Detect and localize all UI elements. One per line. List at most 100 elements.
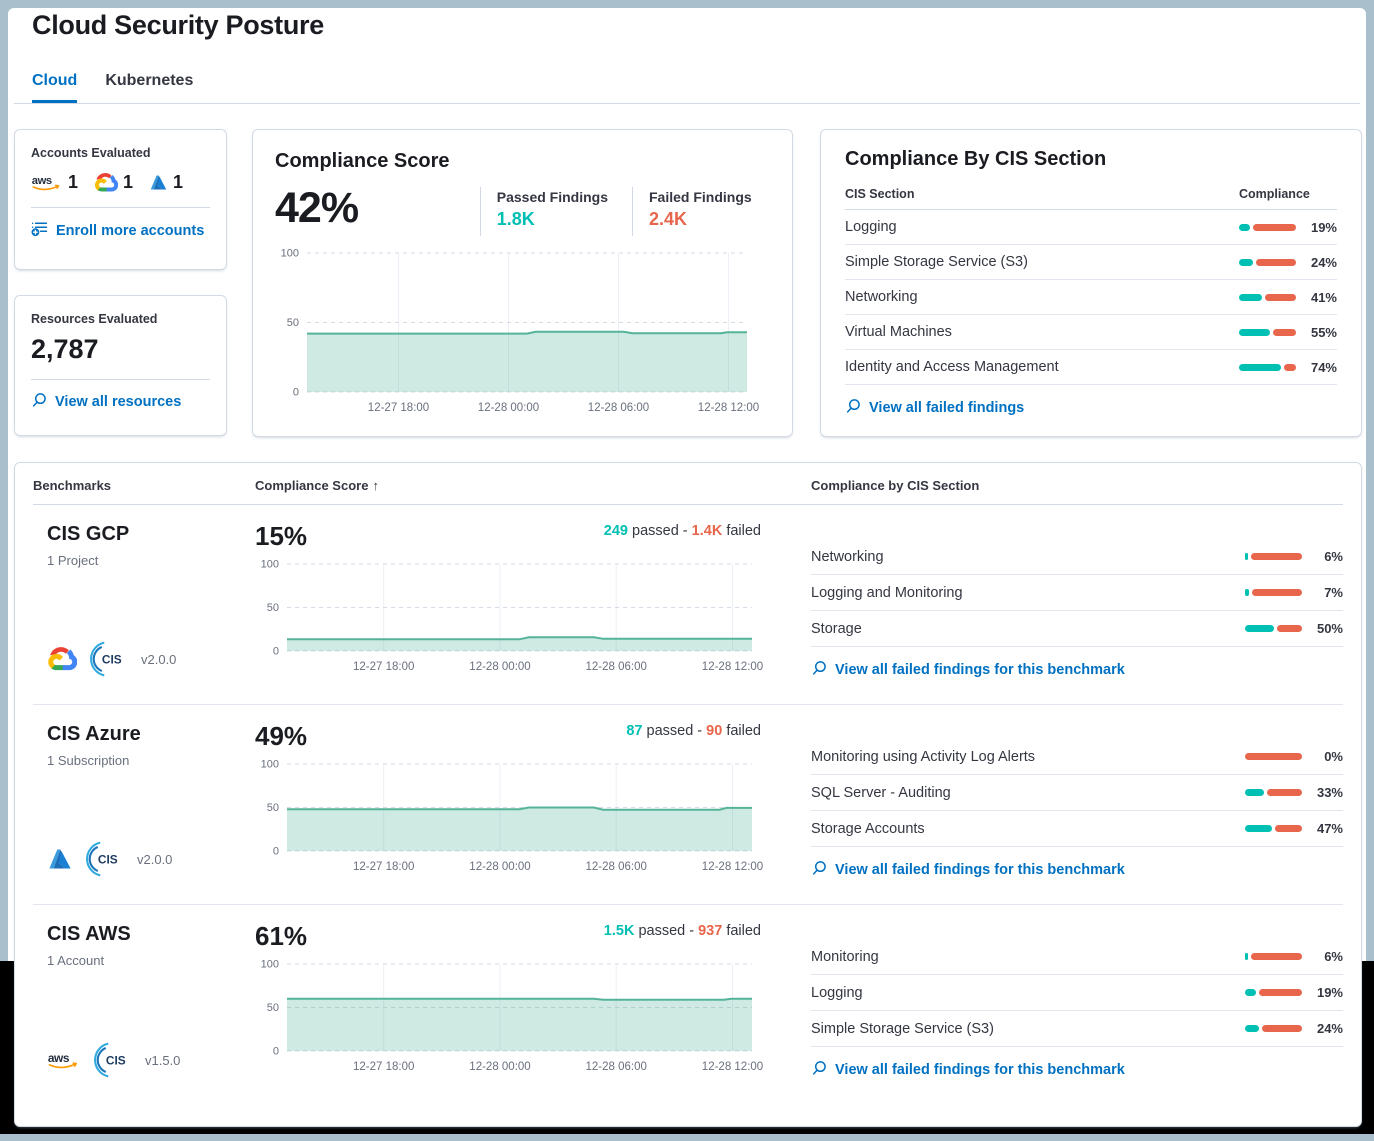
cis-section-label: Storage (811, 620, 862, 637)
benchmark-trend-chart: 0 50 100 12-27 18:00 12-28 00:00 12-28 06:00 1… (261, 959, 764, 1074)
cis-section-row: Identity and Access Management 74% (845, 350, 1337, 385)
compliance-bar-failed-segment (1265, 293, 1296, 301)
compliance-bar-failed-segment (1259, 989, 1302, 996)
cis-section-label: Virtual Machines (845, 324, 952, 340)
compliance-bar (1245, 789, 1302, 796)
search-icon (812, 1061, 826, 1075)
compliance-bar (1245, 953, 1302, 960)
benchmark-row-cis-aws: CIS AWS 1 Account aws CIS v1.5.0 61% 1.5… (33, 905, 1343, 1105)
cis-section-label: Monitoring using Activity Log Alerts (811, 748, 1036, 765)
compliance-bar-failed-segment (1273, 328, 1296, 336)
resources-evaluated-value: 2,787 (31, 334, 99, 364)
compliance-bar (1245, 989, 1302, 996)
benchmark-row-cis-gcp: CIS GCP 1 Project CIS v2.0.0 15% 249 pas… (33, 505, 1343, 705)
compliance-bar-failed-segment (1284, 363, 1296, 371)
benchmark-compliance-score: 15% (255, 521, 308, 551)
provider-account-count: 1 (123, 172, 134, 192)
benchmark-cis-sections: Monitoring 6% Logging 19% Simple Storage… (769, 923, 1343, 1085)
passed-failed-summary: 249 passed - 1.4K failed (603, 523, 761, 539)
compliance-percentage: 0% (1324, 749, 1343, 764)
resources-evaluated-card: Resources Evaluated 2,787 View all resou… (14, 295, 227, 436)
svg-text:0: 0 (293, 387, 299, 399)
search-icon (812, 861, 826, 875)
cis-section-card-title: Compliance By CIS Section (845, 148, 1107, 170)
compliance-score-title: Compliance Score (275, 150, 450, 172)
gcp-logo (95, 172, 119, 192)
view-all-failed-findings-label: View all failed findings (869, 400, 1025, 416)
accounts-evaluated-card: Accounts Evaluated aws 1 1 1 Enroll more… (14, 129, 227, 270)
view-failed-findings-benchmark-link[interactable]: View all failed findings for this benchm… (811, 1060, 1343, 1080)
benchmark-section-row: Monitoring 6% (811, 939, 1343, 975)
cis-section-label: Monitoring (811, 948, 879, 965)
benchmark-scope: 1 Account (47, 953, 105, 968)
benchmark-name: CIS GCP (47, 523, 130, 545)
svg-text:100: 100 (281, 248, 299, 260)
svg-text:aws: aws (32, 175, 52, 187)
benchmark-section-row: Storage 50% (811, 611, 1343, 647)
compliance-score-column-header[interactable]: Compliance Score ↑ (255, 478, 379, 493)
svg-text:50: 50 (267, 1002, 279, 1014)
cis-section-label: SQL Server - Auditing (811, 784, 951, 801)
compliance-percentage: 6% (1324, 549, 1343, 564)
view-failed-findings-benchmark-link[interactable]: View all failed findings for this benchm… (811, 660, 1343, 680)
cis-section-row: Simple Storage Service (S3) 24% (845, 245, 1337, 280)
view-all-failed-findings-link[interactable]: View all failed findings (845, 398, 1337, 418)
stat-label: Failed Findings (649, 189, 752, 205)
enroll-accounts-icon (31, 222, 48, 237)
svg-text:50: 50 (267, 802, 279, 814)
svg-text:12-28 00:00: 12-28 00:00 (469, 661, 530, 673)
enroll-more-accounts-link[interactable]: Enroll more accounts (31, 220, 210, 241)
svg-text:12-28 06:00: 12-28 06:00 (586, 1061, 647, 1073)
tabs-divider (14, 103, 1360, 104)
svg-text:12-28 06:00: 12-28 06:00 (586, 861, 647, 873)
benchmark-section-row: Monitoring using Activity Log Alerts 0% (811, 739, 1343, 775)
tab-cloud[interactable]: Cloud (32, 72, 78, 103)
stat-value: 2.4K (649, 209, 688, 229)
findings-stats: Passed Findings 1.8K Failed Findings 2.4K (456, 187, 760, 236)
svg-text:12-28 12:00: 12-28 12:00 (702, 661, 763, 673)
overall-compliance-score: 42% (275, 184, 359, 232)
svg-text:12-28 12:00: 12-28 12:00 (698, 402, 759, 414)
benchmark-scope: 1 Subscription (47, 753, 130, 768)
cis-section-label: Logging and Monitoring (811, 584, 963, 601)
svg-text:0: 0 (273, 1046, 279, 1058)
accounts-evaluated-title: Accounts Evaluated (31, 146, 151, 160)
svg-text:12-27 18:00: 12-27 18:00 (353, 861, 414, 873)
compliance-bar-passed-segment (1245, 825, 1272, 832)
compliance-bar (1239, 258, 1296, 266)
compliance-bar-passed-segment (1239, 223, 1250, 231)
search-icon (845, 398, 861, 418)
provider-count-gcp: 1 (94, 172, 133, 193)
benchmark-cis-sections: Networking 6% Logging and Monitoring 7% … (769, 523, 1343, 684)
failed-count: 90 (706, 723, 723, 739)
cis-section-label: Simple Storage Service (S3) (845, 254, 1028, 270)
compliance-bar-failed-segment (1267, 789, 1302, 796)
search-icon (32, 393, 46, 407)
compliance-bar-failed-segment (1262, 1025, 1302, 1032)
benchmark-icons: CIS v2.0.0 (47, 840, 255, 884)
compliance-column-header: Compliance (1239, 187, 1310, 201)
divider (31, 207, 210, 208)
benchmark-scope: 1 Project (47, 553, 99, 568)
compliance-bar (1245, 753, 1302, 760)
compliance-bar-failed-segment (1251, 953, 1302, 960)
tab-kubernetes[interactable]: Kubernetes (105, 72, 194, 89)
compliance-bar-failed-segment (1277, 625, 1302, 632)
compliance-bar-failed-segment (1275, 825, 1302, 832)
passed-count: 87 (626, 723, 643, 739)
view-all-resources-link[interactable]: View all resources (31, 392, 210, 412)
cis-section-label: Logging (811, 984, 863, 1001)
azure-logo (49, 849, 71, 869)
svg-text:100: 100 (261, 959, 279, 971)
sort-ascending-icon: ↑ (372, 478, 379, 493)
view-failed-findings-benchmark-link[interactable]: View all failed findings for this benchm… (811, 860, 1343, 880)
compliance-bar (1239, 223, 1296, 231)
compliance-by-cis-section-column-header: Compliance by CIS Section (811, 478, 980, 493)
benchmarks-table-card: Benchmarks Compliance Score ↑ Compliance … (14, 462, 1362, 1127)
compliance-percentage: 24% (1310, 254, 1337, 270)
compliance-bar-failed-segment (1245, 753, 1302, 760)
compliance-bar-passed-segment (1239, 328, 1270, 336)
compliance-percentage: 55% (1310, 324, 1337, 340)
compliance-percentage: 7% (1324, 585, 1343, 600)
benchmark-section-row: SQL Server - Auditing 33% (811, 775, 1343, 811)
